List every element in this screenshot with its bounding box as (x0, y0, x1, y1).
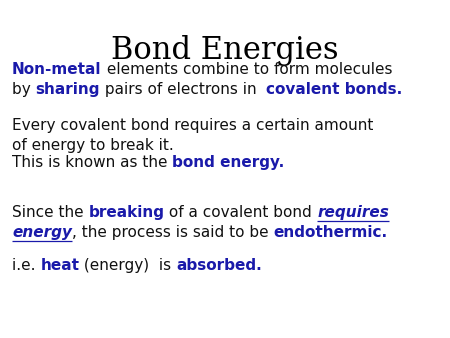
Text: of a covalent bond: of a covalent bond (165, 205, 317, 220)
Text: endothermic.: endothermic. (274, 225, 387, 240)
Text: This is known as the: This is known as the (12, 155, 172, 170)
Text: by: by (12, 82, 36, 97)
Text: Non-metal: Non-metal (12, 62, 102, 77)
Text: (energy)  is: (energy) is (79, 258, 176, 273)
Text: of energy to break it.: of energy to break it. (12, 138, 174, 153)
Text: Every covalent bond requires a certain amount: Every covalent bond requires a certain a… (12, 118, 373, 133)
Text: , the process is said to be: , the process is said to be (72, 225, 274, 240)
Text: Since the: Since the (12, 205, 89, 220)
Text: i.e.: i.e. (12, 258, 40, 273)
Text: breaking: breaking (89, 205, 165, 220)
Text: sharing: sharing (36, 82, 100, 97)
Text: requires: requires (317, 205, 389, 220)
Text: bond energy.: bond energy. (172, 155, 284, 170)
Text: heat: heat (40, 258, 79, 273)
Text: covalent bonds.: covalent bonds. (266, 82, 403, 97)
Text: elements combine to form molecules: elements combine to form molecules (102, 62, 392, 77)
Text: energy: energy (12, 225, 72, 240)
Text: Bond Energies: Bond Energies (111, 35, 339, 66)
Text: absorbed.: absorbed. (176, 258, 262, 273)
Text: pairs of electrons in: pairs of electrons in (100, 82, 266, 97)
